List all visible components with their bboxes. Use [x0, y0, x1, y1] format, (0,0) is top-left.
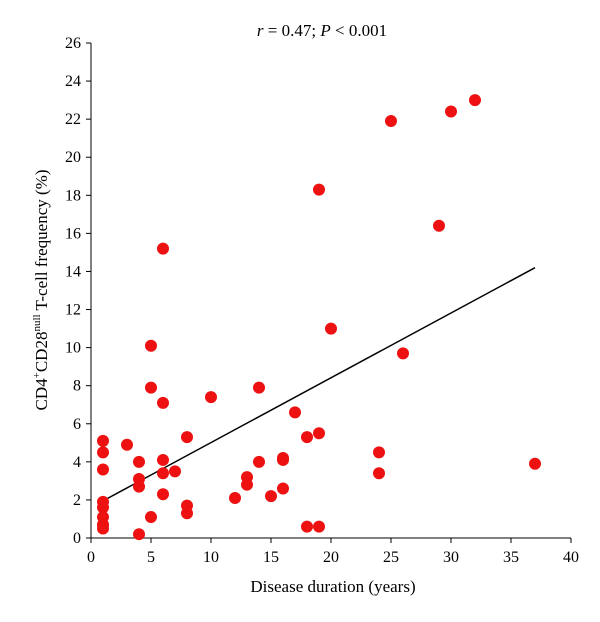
y-tick-label: 8 [73, 378, 81, 395]
y-label-sup-null: null [31, 314, 43, 331]
data-point [313, 183, 325, 196]
data-point [181, 507, 193, 520]
data-point [157, 467, 169, 480]
r-symbol: r [257, 21, 264, 40]
y-label-sup-plus: + [31, 372, 43, 378]
y-tick-label: 10 [65, 340, 81, 357]
y-tick-label: 12 [65, 302, 81, 319]
data-point [145, 339, 157, 352]
y-tick-label: 2 [73, 492, 81, 509]
data-point [157, 242, 169, 255]
data-point [145, 511, 157, 524]
data-point [241, 478, 253, 491]
x-axis-title: Disease duration (years) [250, 577, 415, 596]
data-point [445, 105, 457, 118]
data-point [97, 446, 109, 459]
x-tick-label: 30 [443, 549, 459, 566]
x-tick-label: 5 [147, 549, 155, 566]
data-point [265, 490, 277, 503]
data-point [301, 520, 313, 533]
y-label-cd4: CD4 [32, 378, 51, 411]
x-tick-label: 25 [383, 549, 399, 566]
data-point [277, 482, 289, 495]
data-point [145, 381, 157, 394]
data-point [253, 381, 265, 394]
data-point [133, 455, 145, 468]
data-point [433, 219, 445, 232]
data-point [97, 434, 109, 447]
data-points [97, 94, 541, 541]
data-point [157, 453, 169, 466]
data-point [181, 431, 193, 444]
r-value: = 0.47; [264, 21, 321, 40]
y-tick-label: 24 [65, 73, 81, 90]
data-point [373, 446, 385, 459]
data-point [157, 396, 169, 409]
x-tick-label: 10 [203, 549, 219, 566]
data-point [469, 94, 481, 107]
y-label-rest: T-cell frequency (%) [32, 169, 51, 314]
x-tick-label: 40 [563, 549, 579, 566]
p-symbol: P [319, 21, 330, 40]
p-value: < 0.001 [331, 21, 387, 40]
data-point [133, 528, 145, 541]
data-point [313, 427, 325, 440]
y-tick-label: 16 [65, 225, 81, 242]
data-point [373, 467, 385, 480]
data-point [301, 431, 313, 444]
data-point [289, 406, 301, 419]
y-tick-label: 26 [65, 35, 81, 52]
data-point [277, 453, 289, 466]
data-point [97, 501, 109, 514]
data-point [253, 455, 265, 468]
data-point [97, 522, 109, 535]
data-point [397, 347, 409, 360]
data-point [133, 480, 145, 493]
data-point [385, 115, 397, 128]
data-point [313, 520, 325, 533]
data-point [325, 322, 337, 335]
y-tick-label: 18 [65, 187, 81, 204]
x-tick-label: 15 [263, 549, 279, 566]
y-tick-label: 22 [65, 111, 81, 128]
x-axis-ticks: 0 5 10 15 20 25 30 35 40 [87, 538, 579, 566]
data-point [121, 438, 133, 451]
correlation-annotation: r = 0.47; P < 0.001 [257, 21, 387, 40]
y-label-cd28: CD28 [32, 332, 51, 373]
y-tick-label: 0 [73, 530, 81, 547]
y-tick-label: 6 [73, 416, 81, 433]
data-point [229, 492, 241, 505]
data-point [529, 457, 541, 470]
x-tick-label: 0 [87, 549, 95, 566]
data-point [205, 391, 217, 404]
data-point [169, 465, 181, 478]
y-tick-label: 20 [65, 149, 81, 166]
y-tick-label: 14 [65, 263, 81, 280]
data-point [97, 463, 109, 476]
y-axis-title: CD4+CD28null T-cell frequency (%) [31, 169, 51, 410]
trend-line [102, 266, 536, 502]
x-tick-label: 20 [323, 549, 339, 566]
x-tick-label: 35 [503, 549, 519, 566]
data-point [157, 488, 169, 501]
y-tick-label: 4 [73, 454, 81, 471]
